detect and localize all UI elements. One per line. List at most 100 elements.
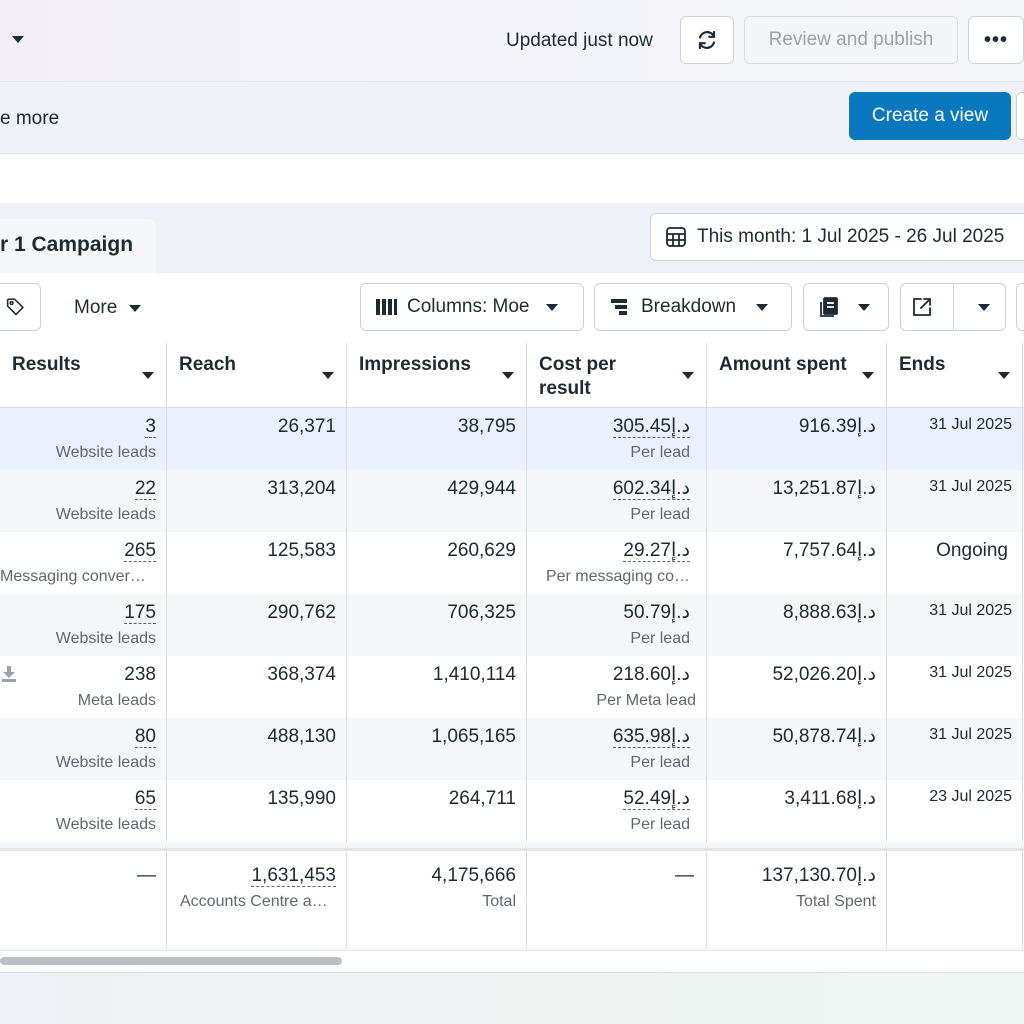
ends-cell: 31 Jul 2025 [887, 594, 1023, 656]
sub-bar: e more Create a view [0, 82, 1024, 154]
top-bar: Updated just now Review and publish ••• [0, 0, 1024, 82]
footer-area [0, 972, 1024, 1024]
ends-cell: 31 Jul 2025 [887, 470, 1023, 532]
chevron-down-icon [858, 303, 870, 311]
sort-icon[interactable] [682, 372, 694, 379]
column-header-ends[interactable]: Ends [887, 343, 1023, 408]
impressions-cell: 429,944 [347, 470, 527, 532]
results-cell: 238 Meta leads [0, 656, 167, 718]
cost-per-result-cell: 52.49د.إ Per lead [527, 780, 707, 842]
sort-icon[interactable] [862, 372, 874, 379]
table-row[interactable]: 175 Website leads 290,762 706,325 50.79د… [0, 594, 1024, 656]
columns-icon [376, 299, 397, 315]
column-header-cost-per-result[interactable]: Cost per result [527, 343, 707, 408]
ends-total-cell [887, 851, 1023, 948]
reach-cell: 125,583 [167, 532, 347, 594]
chevron-down-icon [756, 303, 769, 311]
download-icon [2, 666, 16, 682]
columns-label: Columns: Moe [407, 296, 530, 317]
review-publish-button[interactable]: Review and publish [744, 16, 958, 64]
see-more-link[interactable]: e more [0, 108, 60, 129]
more-options-button[interactable]: ••• [968, 16, 1024, 64]
ends-cell: 31 Jul 2025 [887, 656, 1023, 718]
amount-spent-cell: 52,026.20د.إ [707, 656, 887, 718]
results-total-cell: — [0, 851, 167, 948]
sort-icon[interactable] [322, 372, 334, 379]
reach-cell: 488,130 [167, 718, 347, 780]
impressions-cell: 706,325 [347, 594, 527, 656]
amount-spent-cell: 50,878.74د.إ [707, 718, 887, 780]
cost-per-result-cell: 218.60د.إ Per Meta lead [527, 656, 707, 718]
column-header-amount-spent[interactable]: Amount spent [707, 343, 887, 408]
reports-icon [820, 297, 838, 317]
export-main[interactable] [901, 284, 943, 330]
amount-spent-cell: 916.39د.إ [707, 408, 887, 470]
calendar-table-icon [666, 227, 686, 247]
export-icon [912, 298, 931, 316]
column-header-impressions[interactable]: Impressions [347, 343, 527, 408]
results-cell: 3 Website leads [0, 408, 167, 470]
account-dropdown-icon[interactable] [12, 36, 24, 43]
sort-icon[interactable] [502, 372, 514, 379]
spacer-band [0, 155, 1024, 203]
toolbar-overflow-button[interactable] [1016, 283, 1024, 331]
reach-cell: 290,762 [167, 594, 347, 656]
reach-cell: 313,204 [167, 470, 347, 532]
export-dropdown[interactable] [963, 284, 1005, 330]
impressions-cell: 1,065,165 [347, 718, 527, 780]
table-row[interactable]: 65 Website leads 135,990 264,711 52.49د.… [0, 780, 1024, 842]
results-cell: 175 Website leads [0, 594, 167, 656]
reach-cell: 135,990 [167, 780, 347, 842]
table-header: Results Reach Impressions Cost per resul… [0, 343, 1024, 408]
date-range-picker[interactable]: This month: 1 Jul 2025 - 26 Jul 2025 [650, 213, 1024, 261]
table-row[interactable]: 265 Messaging conver… 125,583 260,629 29… [0, 532, 1024, 594]
ends-cell: 31 Jul 2025 [887, 408, 1023, 470]
cost-per-result-cell: 305.45د.إ Per lead [527, 408, 707, 470]
scrollbar-thumb[interactable] [0, 957, 342, 965]
results-value[interactable]: 3 [145, 416, 156, 438]
column-header-results[interactable]: Results [0, 343, 167, 408]
table-row[interactable]: 80 Website leads 488,130 1,065,165 635.9… [0, 718, 1024, 780]
horizontal-scrollbar[interactable] [0, 950, 1024, 972]
breakdown-label: Breakdown [641, 296, 737, 317]
tab-row: r 1 Campaign This month: 1 Jul 2025 - 26… [0, 203, 1024, 273]
impressions-cell: 38,795 [347, 408, 527, 470]
table-row[interactable]: 238 Meta leads 368,374 1,410,114 218.60د… [0, 656, 1024, 718]
date-range-label: This month: 1 Jul 2025 - 26 Jul 2025 [697, 226, 1005, 247]
chevron-down-icon [545, 303, 558, 311]
impressions-cell: 260,629 [347, 532, 527, 594]
sort-icon[interactable] [998, 372, 1010, 379]
results-cell: 22 Website leads [0, 470, 167, 532]
results-cell: 80 Website leads [0, 718, 167, 780]
view-options-button[interactable] [1016, 92, 1024, 140]
totals-row: — 1,631,453 Accounts Centre a… 4,175,666… [0, 848, 1024, 948]
divider [952, 284, 954, 330]
reports-button[interactable] [803, 283, 889, 331]
results-cell: 65 Website leads [0, 780, 167, 842]
refresh-button[interactable] [680, 16, 734, 64]
more-menu-button[interactable]: More [74, 297, 142, 319]
ends-cell: 23 Jul 2025 [887, 780, 1023, 842]
tag-icon [6, 298, 24, 316]
amount-spent-cell: 7,757.64د.إ [707, 532, 887, 594]
amount-spent-cell: 3,411.68د.إ [707, 780, 887, 842]
cost-per-result-cell: 29.27د.إ Per messaging co… [527, 532, 707, 594]
export-button[interactable] [900, 283, 1006, 331]
ends-cell: 31 Jul 2025 [887, 718, 1023, 780]
sort-icon[interactable] [142, 372, 154, 379]
impressions-total-cell: 4,175,666 Total [347, 851, 527, 948]
results-type: Website leads [55, 444, 156, 461]
tab-campaign[interactable]: r 1 Campaign [0, 219, 156, 273]
create-view-button[interactable]: Create a view [849, 92, 1011, 140]
cost-per-result-cell: 635.98د.إ Per lead [527, 718, 707, 780]
cost-per-result-total-cell: — [527, 851, 707, 948]
columns-button[interactable]: Columns: Moe [360, 283, 584, 331]
updated-status: Updated just now [506, 30, 653, 51]
table-row[interactable]: 3 Website leads 26,371 38,795 305.45د.إ … [0, 408, 1024, 470]
breakdown-button[interactable]: Breakdown [594, 283, 792, 331]
amount-spent-total-cell: 137,130.70د.إ Total Spent [707, 851, 887, 948]
reach-total-cell: 1,631,453 Accounts Centre a… [167, 851, 347, 948]
table-row[interactable]: 22 Website leads 313,204 429,944 602.34د… [0, 470, 1024, 532]
column-header-reach[interactable]: Reach [167, 343, 347, 408]
tag-button[interactable] [0, 283, 41, 331]
